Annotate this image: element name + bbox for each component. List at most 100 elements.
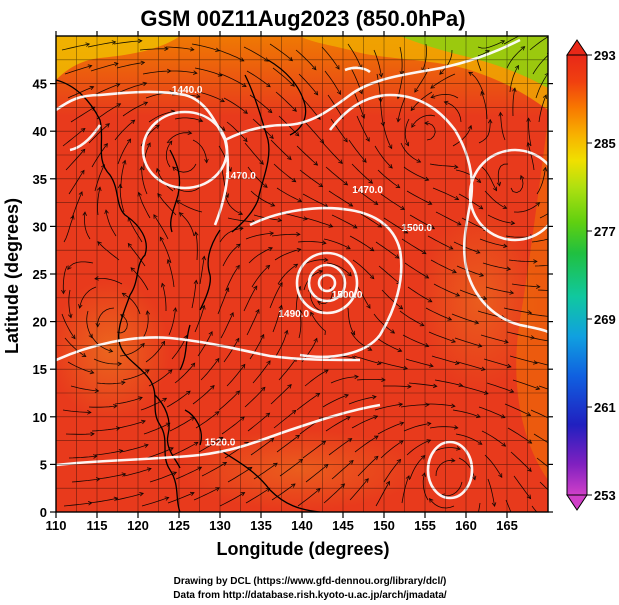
streamline-arrowhead — [113, 62, 119, 67]
streamline-arrowhead — [480, 366, 486, 371]
streamline-arrowhead — [424, 176, 430, 181]
streamline — [165, 140, 173, 168]
streamline-arrowhead — [87, 410, 92, 415]
streamline-arrowhead — [502, 204, 508, 209]
streamline — [88, 405, 117, 408]
streamline — [509, 65, 519, 93]
streamline-arrowhead — [146, 142, 151, 148]
streamline — [223, 338, 240, 363]
streamline — [194, 305, 205, 333]
streamline-arrowhead — [270, 202, 276, 207]
streamline — [356, 379, 386, 381]
streamline-arrowhead — [172, 471, 178, 476]
streamline-arrowhead — [71, 334, 76, 340]
streamline — [323, 483, 345, 504]
streamline — [351, 415, 378, 429]
streamline-arrowhead — [164, 496, 170, 501]
streamline — [117, 420, 146, 429]
streamline-arrowhead — [421, 472, 427, 477]
streamline-arrowhead — [168, 140, 173, 146]
streamline-arrowhead — [140, 342, 145, 348]
streamline — [374, 145, 393, 169]
x-tick-label: 155 — [414, 518, 436, 533]
streamline — [130, 267, 149, 291]
streamline-arrowhead — [121, 292, 127, 297]
streamline — [352, 259, 375, 279]
streamline-arrowhead — [67, 265, 72, 270]
streamline-arrowhead — [311, 65, 317, 71]
x-tick-label: 115 — [87, 518, 108, 533]
streamline-arrowhead — [476, 178, 482, 183]
streamline-arrowhead — [155, 124, 160, 129]
streamline-arrowhead — [407, 384, 412, 389]
streamline — [383, 459, 401, 483]
streamline-arrowhead — [197, 466, 203, 471]
streamline-arrowhead — [214, 411, 220, 416]
streamline — [380, 193, 405, 210]
contour-label: 1490.0 — [279, 309, 310, 320]
streamline — [356, 115, 370, 142]
streamline-arrowhead — [108, 348, 114, 353]
streamline-arrowhead — [291, 409, 297, 415]
streamline — [535, 72, 548, 99]
streamline-arrowhead — [138, 38, 143, 44]
streamline — [537, 289, 548, 291]
streamline — [510, 451, 532, 472]
streamline — [65, 433, 95, 435]
streamline — [512, 379, 540, 390]
streamline-arrowhead — [116, 103, 122, 108]
streamline — [97, 473, 126, 480]
streamline-arrowhead — [394, 254, 400, 259]
yellow-region-northwest — [56, 36, 180, 80]
streamline-arrowhead — [547, 523, 551, 527]
streamline — [378, 265, 401, 285]
streamline — [406, 439, 431, 456]
streamline — [200, 358, 220, 381]
streamline — [512, 88, 516, 117]
streamline-arrowhead — [189, 491, 195, 497]
streamline-arrowhead — [504, 339, 509, 344]
streamline-arrowhead — [172, 166, 177, 171]
streamline — [435, 211, 462, 226]
streamline — [325, 166, 348, 186]
streamline — [222, 243, 241, 267]
colorbar-bottom-arrow — [566, 494, 588, 511]
x-tick-label: 135 — [250, 518, 272, 533]
streamline-arrowhead — [235, 264, 240, 270]
streamline — [227, 466, 253, 483]
streamline — [298, 310, 302, 339]
streamline-arrowhead — [388, 163, 393, 169]
colorbar-tick-label: 285 — [594, 136, 616, 151]
streamline — [530, 409, 548, 419]
streamline-arrowhead — [278, 282, 283, 287]
streamline — [120, 160, 126, 188]
streamline — [250, 438, 274, 456]
streamline — [97, 187, 101, 216]
streamline — [432, 447, 461, 453]
streamline — [478, 119, 491, 144]
streamline — [349, 235, 374, 252]
streamline-arrowhead — [117, 361, 123, 367]
streamline — [148, 369, 173, 387]
streamline — [141, 166, 148, 195]
streamline — [424, 122, 436, 141]
streamline-arrowhead — [352, 224, 358, 229]
streamline — [399, 46, 403, 75]
streamline — [468, 71, 485, 96]
streamline — [276, 434, 300, 453]
streamline — [324, 70, 341, 95]
streamline — [457, 361, 486, 371]
streamline-arrowhead — [346, 245, 351, 250]
streamline — [223, 97, 248, 114]
streamline-arrowhead — [284, 329, 289, 335]
streamline — [485, 286, 514, 294]
streamline — [199, 256, 205, 285]
streamline — [143, 422, 170, 435]
streamline-arrowhead — [450, 403, 456, 408]
streamline — [71, 191, 83, 219]
streamline-arrowhead — [500, 414, 506, 419]
streamline — [331, 214, 358, 229]
streamline-arrowhead — [367, 346, 373, 351]
streamline-arrowhead — [61, 289, 66, 295]
streamline-arrowhead — [557, 341, 561, 345]
